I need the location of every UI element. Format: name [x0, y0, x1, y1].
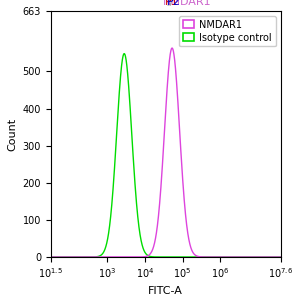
Y-axis label: Count: Count	[7, 117, 17, 151]
Text: P1: P1	[165, 0, 179, 7]
Legend: NMDAR1, Isotype control: NMDAR1, Isotype control	[179, 16, 276, 46]
Text: P2: P2	[167, 0, 181, 7]
Text: NMDAR1: NMDAR1	[163, 0, 212, 7]
Text: /: /	[164, 0, 175, 7]
Text: /: /	[166, 0, 177, 7]
X-axis label: FITC-A: FITC-A	[148, 286, 183, 296]
